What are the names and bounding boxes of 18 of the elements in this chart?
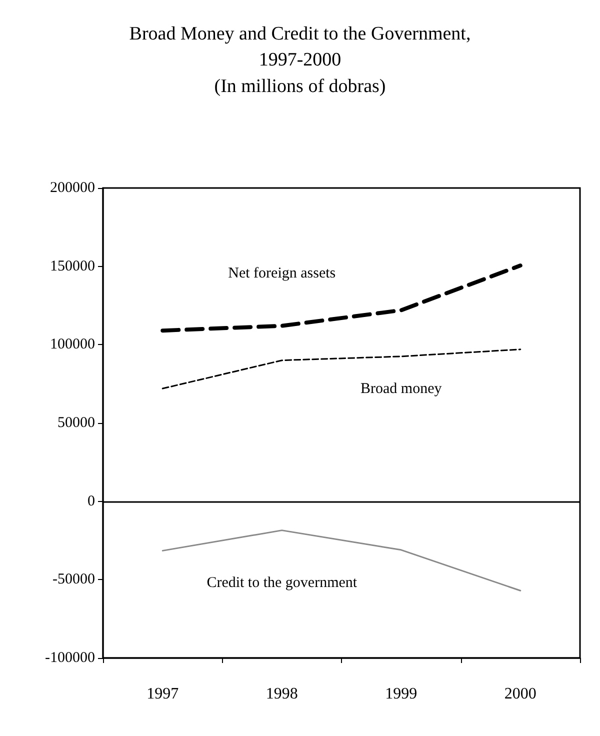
- x-tick-label: 1999: [385, 686, 418, 702]
- chart-subtitle: (In millions of dobras): [214, 76, 386, 97]
- text: Credit to the government: [206, 574, 358, 591]
- y-tick-label: 100000: [50, 336, 95, 353]
- series-label: Broad money: [360, 380, 442, 397]
- chart-title: Broad Money and Credit to the Government, 1997-2000: [129, 24, 471, 70]
- y-tick-label: 50000: [58, 415, 95, 431]
- y-tick-label: 150000: [50, 258, 95, 274]
- text: Net foreign assets: [228, 265, 336, 282]
- y-tick-label: 0: [88, 493, 95, 510]
- y-tick-label: -50000: [52, 572, 95, 588]
- y-tick-label: 200000: [50, 180, 95, 196]
- y-tick-label: -100000: [45, 650, 95, 666]
- x-tick-label: 1998: [266, 686, 298, 702]
- x-tick-label: 1997: [146, 686, 179, 702]
- x-tick-label: 2000: [504, 686, 536, 702]
- line-series: [160, 264, 522, 333]
- line-series: [162, 530, 522, 592]
